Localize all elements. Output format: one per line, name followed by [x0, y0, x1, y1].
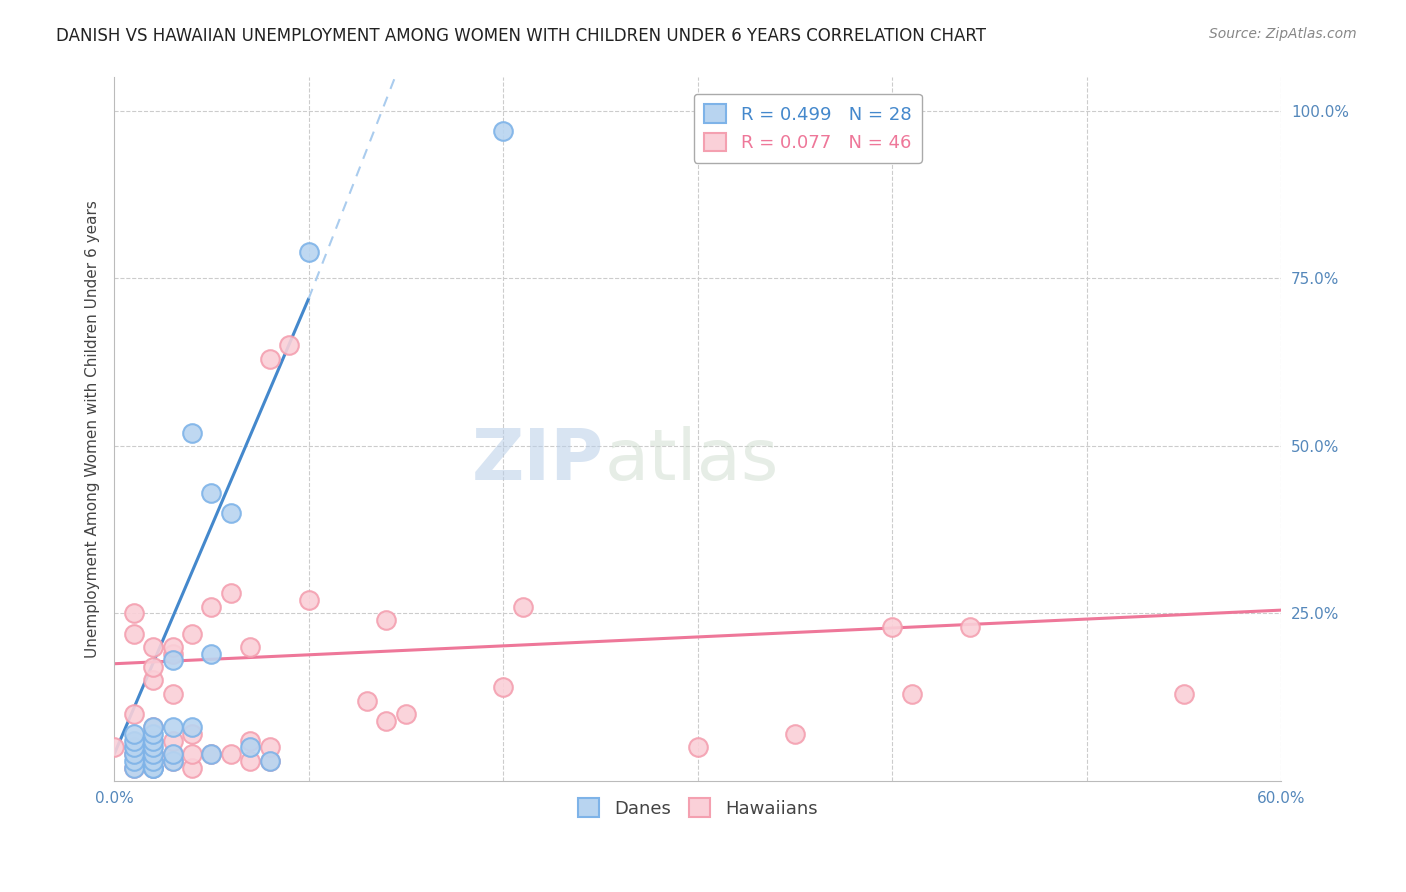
- Point: [122, 706, 145, 721]
- Point: [219, 747, 242, 762]
- Point: [900, 687, 922, 701]
- Point: [375, 613, 398, 627]
- Point: [239, 754, 262, 768]
- Point: [259, 754, 281, 768]
- Point: [200, 747, 222, 762]
- Point: [142, 761, 165, 775]
- Point: [181, 720, 204, 734]
- Point: [200, 486, 222, 500]
- Point: [122, 727, 145, 741]
- Point: [122, 626, 145, 640]
- Point: [200, 599, 222, 614]
- Point: [181, 747, 204, 762]
- Point: [142, 747, 165, 762]
- Point: [959, 620, 981, 634]
- Point: [162, 647, 184, 661]
- Point: [686, 740, 709, 755]
- Point: [259, 351, 281, 366]
- Point: [162, 640, 184, 654]
- Point: [142, 733, 165, 747]
- Text: DANISH VS HAWAIIAN UNEMPLOYMENT AMONG WOMEN WITH CHILDREN UNDER 6 YEARS CORRELAT: DANISH VS HAWAIIAN UNEMPLOYMENT AMONG WO…: [56, 27, 986, 45]
- Point: [239, 640, 262, 654]
- Point: [882, 620, 904, 634]
- Point: [162, 720, 184, 734]
- Point: [512, 599, 534, 614]
- Point: [298, 593, 321, 607]
- Point: [142, 640, 165, 654]
- Text: ZIP: ZIP: [472, 426, 605, 495]
- Point: [122, 747, 145, 762]
- Point: [142, 660, 165, 674]
- Point: [162, 747, 184, 762]
- Point: [181, 626, 204, 640]
- Point: [142, 740, 165, 755]
- Point: [259, 740, 281, 755]
- Point: [162, 754, 184, 768]
- Point: [142, 754, 165, 768]
- Text: Source: ZipAtlas.com: Source: ZipAtlas.com: [1209, 27, 1357, 41]
- Point: [1173, 687, 1195, 701]
- Point: [142, 761, 165, 775]
- Point: [142, 727, 165, 741]
- Point: [162, 653, 184, 667]
- Point: [181, 727, 204, 741]
- Point: [122, 761, 145, 775]
- Point: [239, 733, 262, 747]
- Point: [239, 740, 262, 755]
- Point: [162, 747, 184, 762]
- Point: [162, 687, 184, 701]
- Point: [200, 747, 222, 762]
- Point: [142, 747, 165, 762]
- Point: [298, 244, 321, 259]
- Point: [181, 425, 204, 440]
- Point: [278, 338, 301, 352]
- Point: [219, 506, 242, 520]
- Point: [122, 740, 145, 755]
- Point: [200, 647, 222, 661]
- Legend: Danes, Hawaiians: Danes, Hawaiians: [571, 791, 825, 825]
- Point: [181, 761, 204, 775]
- Point: [122, 607, 145, 621]
- Point: [142, 720, 165, 734]
- Point: [219, 586, 242, 600]
- Point: [142, 673, 165, 688]
- Point: [142, 761, 165, 775]
- Point: [122, 761, 145, 775]
- Point: [122, 733, 145, 747]
- Point: [375, 714, 398, 728]
- Point: [122, 754, 145, 768]
- Y-axis label: Unemployment Among Women with Children Under 6 years: Unemployment Among Women with Children U…: [86, 201, 100, 658]
- Text: atlas: atlas: [605, 426, 779, 495]
- Point: [259, 754, 281, 768]
- Point: [395, 706, 418, 721]
- Point: [492, 680, 515, 694]
- Point: [103, 740, 125, 755]
- Point: [142, 720, 165, 734]
- Point: [162, 733, 184, 747]
- Point: [122, 747, 145, 762]
- Point: [783, 727, 806, 741]
- Point: [162, 754, 184, 768]
- Point: [356, 693, 378, 707]
- Point: [492, 124, 515, 138]
